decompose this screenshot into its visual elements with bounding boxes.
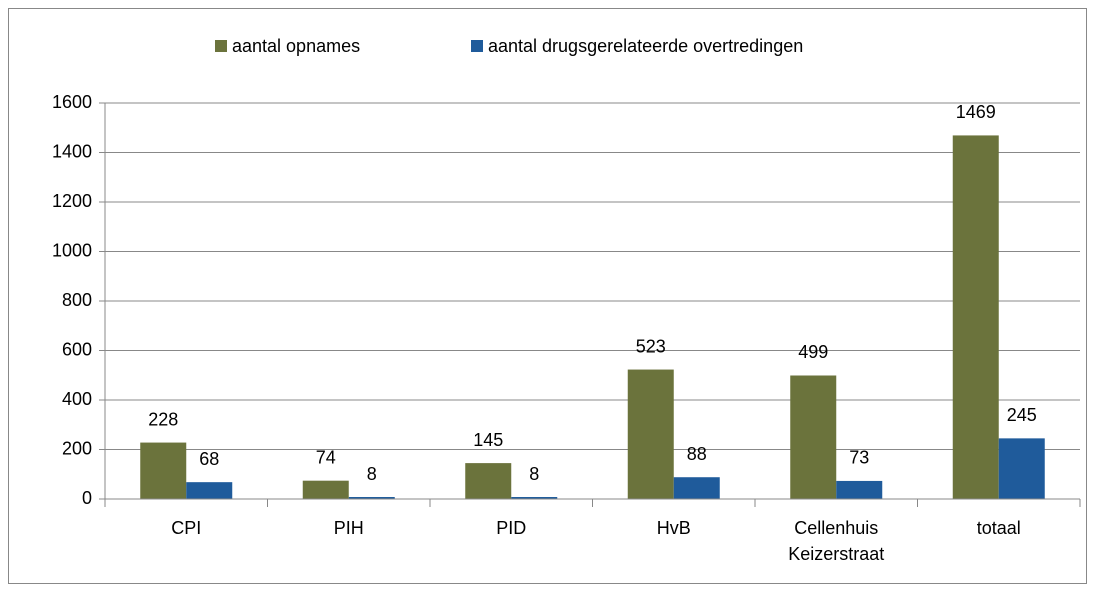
bar — [348, 497, 395, 499]
value-label: 8 — [529, 464, 539, 484]
x-tick-label: totaal — [976, 518, 1021, 538]
value-label: 245 — [1007, 405, 1037, 425]
bar — [140, 442, 187, 499]
y-tick-label: 1600 — [52, 92, 92, 112]
bar — [673, 477, 720, 499]
legend-swatch — [471, 40, 483, 52]
value-label: 74 — [316, 447, 336, 467]
legend-label: aantal drugsgerelateerde overtredingen — [488, 36, 803, 56]
x-tick-label: PID — [496, 518, 527, 538]
value-label: 68 — [199, 449, 219, 469]
y-tick-label: 1400 — [52, 141, 92, 161]
value-label: 145 — [473, 430, 503, 450]
bar — [790, 375, 837, 499]
x-tick-label: CPI — [171, 518, 202, 538]
bar — [511, 497, 558, 499]
x-tick-label: PIH — [333, 518, 364, 538]
value-label: 1469 — [956, 102, 996, 122]
bar — [302, 480, 349, 499]
y-tick-label: 1200 — [52, 191, 92, 211]
bar — [186, 482, 233, 499]
bar — [836, 480, 883, 499]
y-tick-label: 1000 — [52, 240, 92, 260]
bar — [998, 438, 1045, 499]
y-tick-label: 800 — [62, 290, 92, 310]
y-tick-label: 0 — [82, 488, 92, 508]
bar — [952, 135, 999, 500]
bar — [627, 369, 674, 499]
x-tick-label: Cellenhuis Keizerstraat — [788, 518, 885, 564]
y-tick-label: 600 — [62, 339, 92, 359]
legend-label: aantal opnames — [232, 36, 360, 56]
legend-swatch — [215, 40, 227, 52]
value-label: 88 — [687, 444, 707, 464]
bar — [465, 463, 512, 499]
value-label: 8 — [367, 464, 377, 484]
value-label: 499 — [798, 342, 828, 362]
value-label: 523 — [636, 336, 666, 356]
value-label: 228 — [148, 409, 178, 429]
y-tick-label: 400 — [62, 389, 92, 409]
x-tick-label: HvB — [656, 518, 691, 538]
value-label: 73 — [849, 448, 869, 468]
y-tick-label: 200 — [62, 438, 92, 458]
